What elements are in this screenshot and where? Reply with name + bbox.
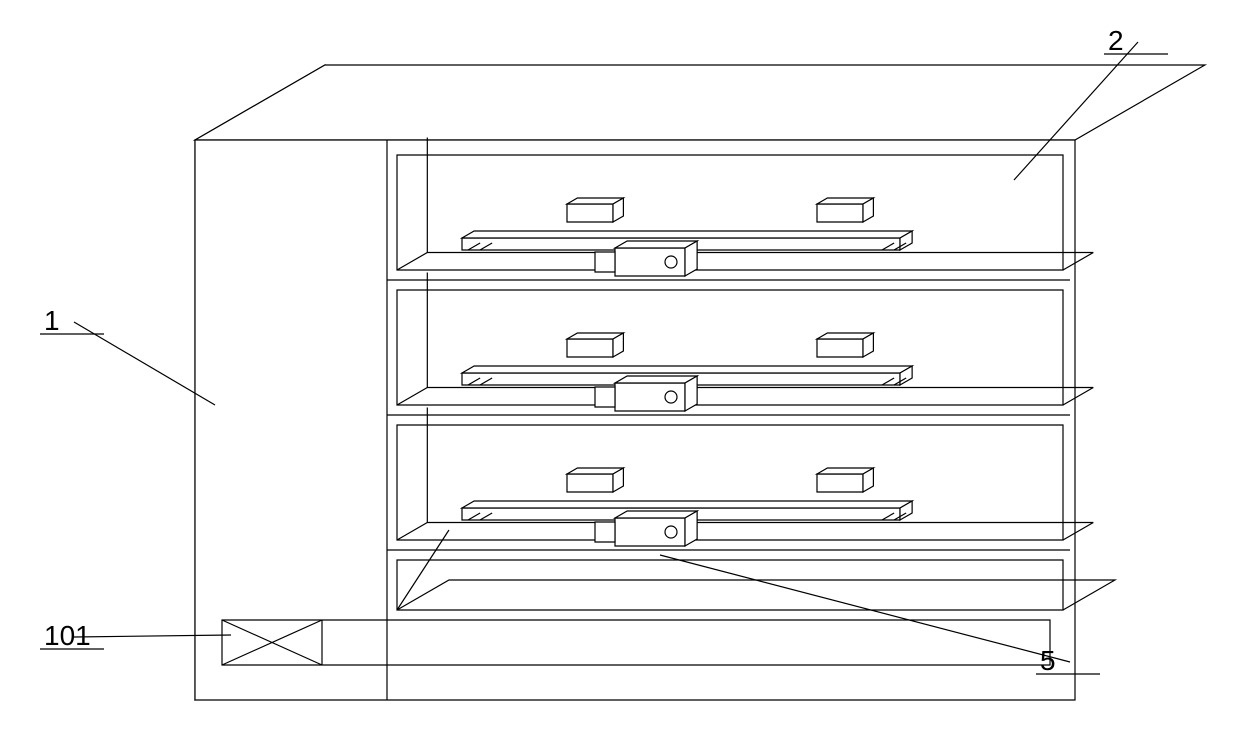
label-text: 2 bbox=[1108, 25, 1124, 56]
label-text: 5 bbox=[1040, 645, 1056, 676]
label-cabinet_body: 1 bbox=[40, 305, 215, 405]
label-text: 1 bbox=[44, 305, 60, 336]
technical-drawing: 1 2 101 5 bbox=[0, 0, 1240, 740]
label-text: 101 bbox=[44, 620, 91, 651]
